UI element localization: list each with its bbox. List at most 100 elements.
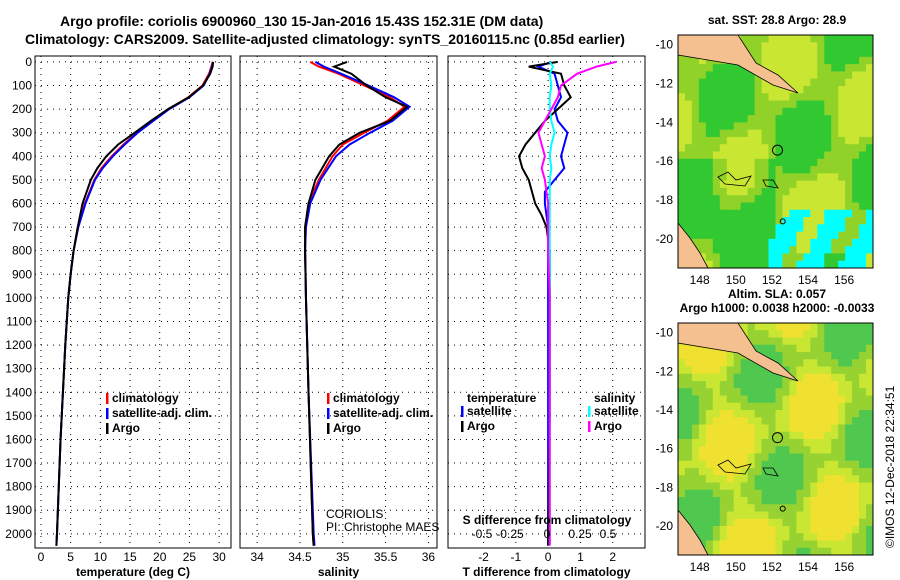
map-cell: [810, 439, 818, 447]
map-cell: [782, 158, 790, 167]
map-cell: [719, 533, 728, 541]
map-cell: [852, 173, 860, 182]
map-cell: [866, 180, 874, 189]
map-cell: [782, 352, 790, 360]
map-cell: [768, 352, 776, 360]
map-cell: [803, 497, 811, 505]
map-cell: [684, 209, 693, 218]
map-cell: [747, 526, 756, 534]
map-cell: [845, 431, 853, 440]
map-cell: [824, 489, 832, 498]
map-cell: [740, 431, 749, 440]
map-cell: [761, 187, 770, 196]
map-cell: [733, 136, 742, 145]
map-cell: [810, 352, 818, 360]
map-cell: [859, 395, 867, 404]
map-cell: [705, 71, 714, 80]
map-cell: [852, 151, 860, 160]
map-cell: [761, 122, 770, 131]
map-cell: [698, 122, 707, 131]
x2-tick-label: -0.5: [472, 527, 493, 541]
map-cell: [866, 337, 874, 346]
legend-swatch: [106, 423, 109, 434]
y-tick-label: 500: [12, 173, 32, 187]
map-cell: [810, 35, 818, 43]
map-cell: [866, 115, 874, 123]
map-cell: [761, 439, 770, 447]
map-cell: [719, 395, 728, 404]
map-cell: [740, 446, 749, 454]
map-title: sat. SST: 28.8 Argo: 28.9: [708, 13, 847, 27]
map-cell: [712, 64, 721, 72]
map-cell: [691, 151, 700, 160]
map-cell: [817, 115, 825, 123]
map-cell: [698, 166, 707, 174]
map-cell: [782, 453, 790, 462]
y-tick-label: 900: [12, 267, 32, 281]
y-tick-label: 800: [12, 244, 32, 258]
map-cell: [810, 453, 818, 462]
map-cell: [845, 35, 853, 43]
map-cell: [719, 260, 728, 269]
map-cell: [719, 424, 728, 433]
map-cell: [838, 424, 846, 433]
map-cell: [824, 166, 832, 174]
map-cell: [824, 209, 832, 218]
map-cell: [747, 238, 756, 247]
map-cell: [782, 115, 790, 123]
map-cell: [782, 395, 790, 404]
map-cell: [866, 122, 874, 131]
map-cell: [824, 180, 832, 189]
map-cell: [761, 410, 770, 418]
map-cell: [859, 56, 867, 65]
map-cell: [796, 489, 804, 498]
map-cell: [726, 359, 735, 367]
map-cell: [698, 482, 707, 491]
map-cell: [768, 388, 776, 396]
map-cell: [852, 475, 860, 483]
map-cell: [845, 504, 853, 512]
map-cell: [810, 373, 818, 382]
map-cell: [831, 231, 839, 240]
map-cell: [705, 136, 714, 145]
map-cell: [782, 511, 790, 520]
map-cell: [678, 93, 686, 102]
map-cell: [824, 518, 832, 527]
map-cell: [747, 93, 756, 102]
map-cell: [845, 224, 853, 233]
map-cell: [782, 460, 790, 469]
map-cell: [678, 460, 686, 469]
map-cell: [684, 402, 693, 411]
map-cell: [789, 540, 797, 549]
map-cell: [726, 224, 735, 233]
map-cell: [719, 475, 728, 483]
map-cell: [789, 180, 797, 189]
map-cell: [789, 107, 797, 116]
map-cell: [852, 489, 860, 498]
map-cell: [810, 260, 818, 269]
map-cell: [698, 64, 707, 72]
map-cell: [754, 253, 763, 262]
map-cell: [810, 144, 818, 152]
map-cell: [768, 136, 776, 145]
map-cell: [705, 446, 714, 454]
map-cell: [796, 446, 804, 454]
map-cell: [768, 402, 776, 411]
map-cell: [796, 180, 804, 189]
map-cell: [831, 323, 839, 331]
map-cell: [691, 511, 700, 520]
map-cell: [705, 468, 714, 476]
map-cell: [719, 224, 728, 233]
map-cell: [740, 107, 749, 116]
map-cell: [733, 246, 742, 254]
map-cell: [684, 173, 693, 182]
map-cell: [803, 402, 811, 411]
map-cell: [838, 173, 846, 182]
map-cell: [712, 144, 721, 152]
map-cell: [866, 187, 874, 196]
legend-swatch: [461, 421, 464, 432]
map-cell: [691, 373, 700, 382]
map-cell: [775, 381, 783, 389]
map-cell: [852, 410, 860, 418]
map-cell: [859, 526, 867, 534]
